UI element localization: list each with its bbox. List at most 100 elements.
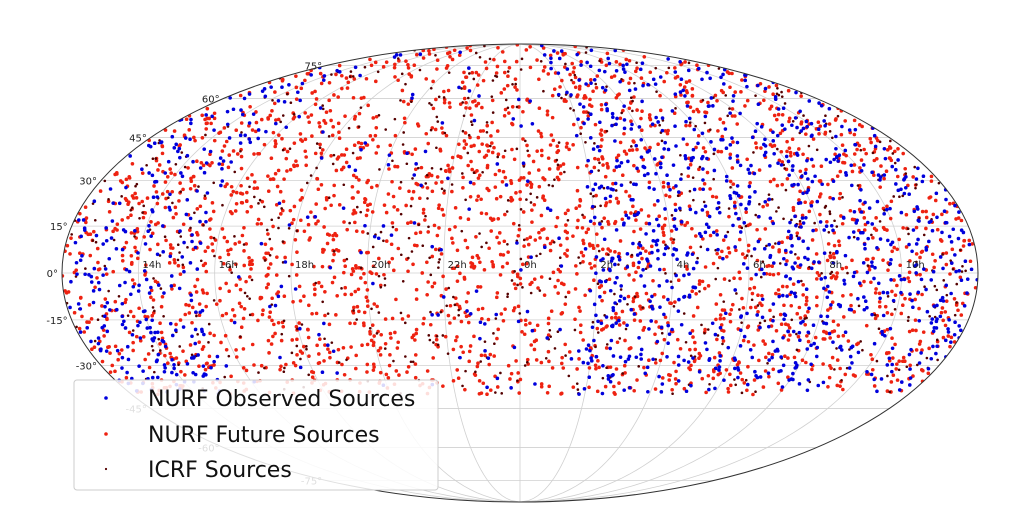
future-source-point <box>603 384 608 389</box>
observed-source-point <box>878 296 882 301</box>
observed-source-point <box>172 366 176 371</box>
future-source-point <box>841 294 845 298</box>
future-source-point <box>350 267 355 271</box>
icrf-source-point <box>258 198 262 202</box>
future-source-point <box>365 342 370 347</box>
observed-source-point <box>268 304 272 309</box>
future-source-point <box>288 208 293 213</box>
icrf-source-point <box>295 229 299 233</box>
observed-source-point <box>728 156 732 160</box>
observed-source-point <box>221 159 226 163</box>
observed-source-point <box>641 83 645 88</box>
future-source-point <box>468 106 472 110</box>
future-source-point <box>517 178 522 182</box>
observed-source-point <box>193 341 198 346</box>
future-source-point <box>643 146 647 150</box>
icrf-source-point <box>345 257 349 261</box>
future-source-point <box>501 155 506 159</box>
future-source-point <box>518 276 523 281</box>
observed-source-point <box>739 328 743 333</box>
observed-source-point <box>649 319 653 323</box>
icrf-source-point <box>489 144 492 148</box>
future-source-point <box>229 318 234 323</box>
future-source-point <box>209 121 213 126</box>
observed-source-point <box>705 347 709 352</box>
future-source-point <box>657 214 662 219</box>
icrf-source-point <box>443 189 446 192</box>
future-source-point <box>756 309 760 314</box>
observed-source-point <box>777 294 782 299</box>
future-source-point <box>662 233 666 238</box>
observed-source-point <box>788 220 792 225</box>
icrf-source-point <box>740 226 744 230</box>
observed-source-point <box>732 190 737 195</box>
future-source-point <box>228 267 232 272</box>
future-source-point <box>564 223 568 227</box>
future-source-point <box>369 63 374 68</box>
future-source-point <box>883 304 888 309</box>
observed-source-point <box>609 324 614 328</box>
future-source-point <box>488 388 493 392</box>
observed-source-point <box>611 305 615 310</box>
icrf-source-point <box>480 245 483 249</box>
icrf-source-point <box>500 392 504 395</box>
observed-source-point <box>910 249 914 254</box>
observed-source-point <box>965 291 969 295</box>
icrf-source-point <box>513 270 516 273</box>
observed-source-point <box>724 179 729 183</box>
observed-source-point <box>721 72 725 77</box>
future-source-point <box>539 382 544 386</box>
observed-source-point <box>163 366 167 370</box>
future-source-point <box>537 230 541 235</box>
icrf-source-point <box>535 196 539 199</box>
observed-source-point <box>666 323 671 328</box>
future-source-point <box>132 282 137 286</box>
observed-source-point <box>784 262 788 267</box>
observed-source-point <box>263 94 268 99</box>
future-source-point <box>376 144 380 149</box>
future-source-point <box>205 106 210 111</box>
observed-source-point <box>615 116 619 121</box>
future-source-point <box>556 166 561 170</box>
future-source-point <box>900 303 905 308</box>
future-source-point <box>327 80 332 85</box>
icrf-source-point <box>496 155 500 159</box>
observed-source-point <box>902 191 907 196</box>
icrf-source-point <box>179 235 183 238</box>
future-source-point <box>293 238 298 242</box>
future-source-point <box>662 337 667 342</box>
future-source-point <box>233 209 238 213</box>
future-source-point <box>136 256 140 261</box>
icrf-source-point <box>494 317 498 320</box>
icrf-source-point <box>780 95 784 98</box>
future-source-point <box>331 237 336 242</box>
future-source-point <box>78 211 82 216</box>
future-source-point <box>405 370 409 374</box>
observed-source-point <box>859 210 864 214</box>
observed-source-point <box>193 245 198 250</box>
future-source-point <box>682 85 687 89</box>
observed-source-point <box>718 325 723 330</box>
future-source-point <box>275 255 279 259</box>
future-source-point <box>639 116 643 121</box>
observed-source-point <box>353 168 358 173</box>
icrf-source-point <box>758 321 762 325</box>
future-source-point <box>745 98 750 103</box>
observed-source-point <box>605 107 609 111</box>
future-source-point <box>241 347 246 351</box>
future-source-point <box>534 358 539 362</box>
observed-source-point <box>152 141 157 146</box>
future-source-point <box>496 45 500 50</box>
observed-source-point <box>963 259 968 264</box>
future-source-point <box>589 104 594 109</box>
future-source-point <box>711 261 716 266</box>
observed-source-point <box>962 304 967 308</box>
observed-source-point <box>170 333 175 338</box>
observed-source-point <box>916 166 920 171</box>
observed-source-point <box>613 262 617 267</box>
future-source-point <box>495 336 499 341</box>
icrf-source-point <box>296 327 299 331</box>
future-source-point <box>319 284 324 289</box>
future-source-point <box>873 291 878 295</box>
icrf-source-point <box>314 281 318 285</box>
